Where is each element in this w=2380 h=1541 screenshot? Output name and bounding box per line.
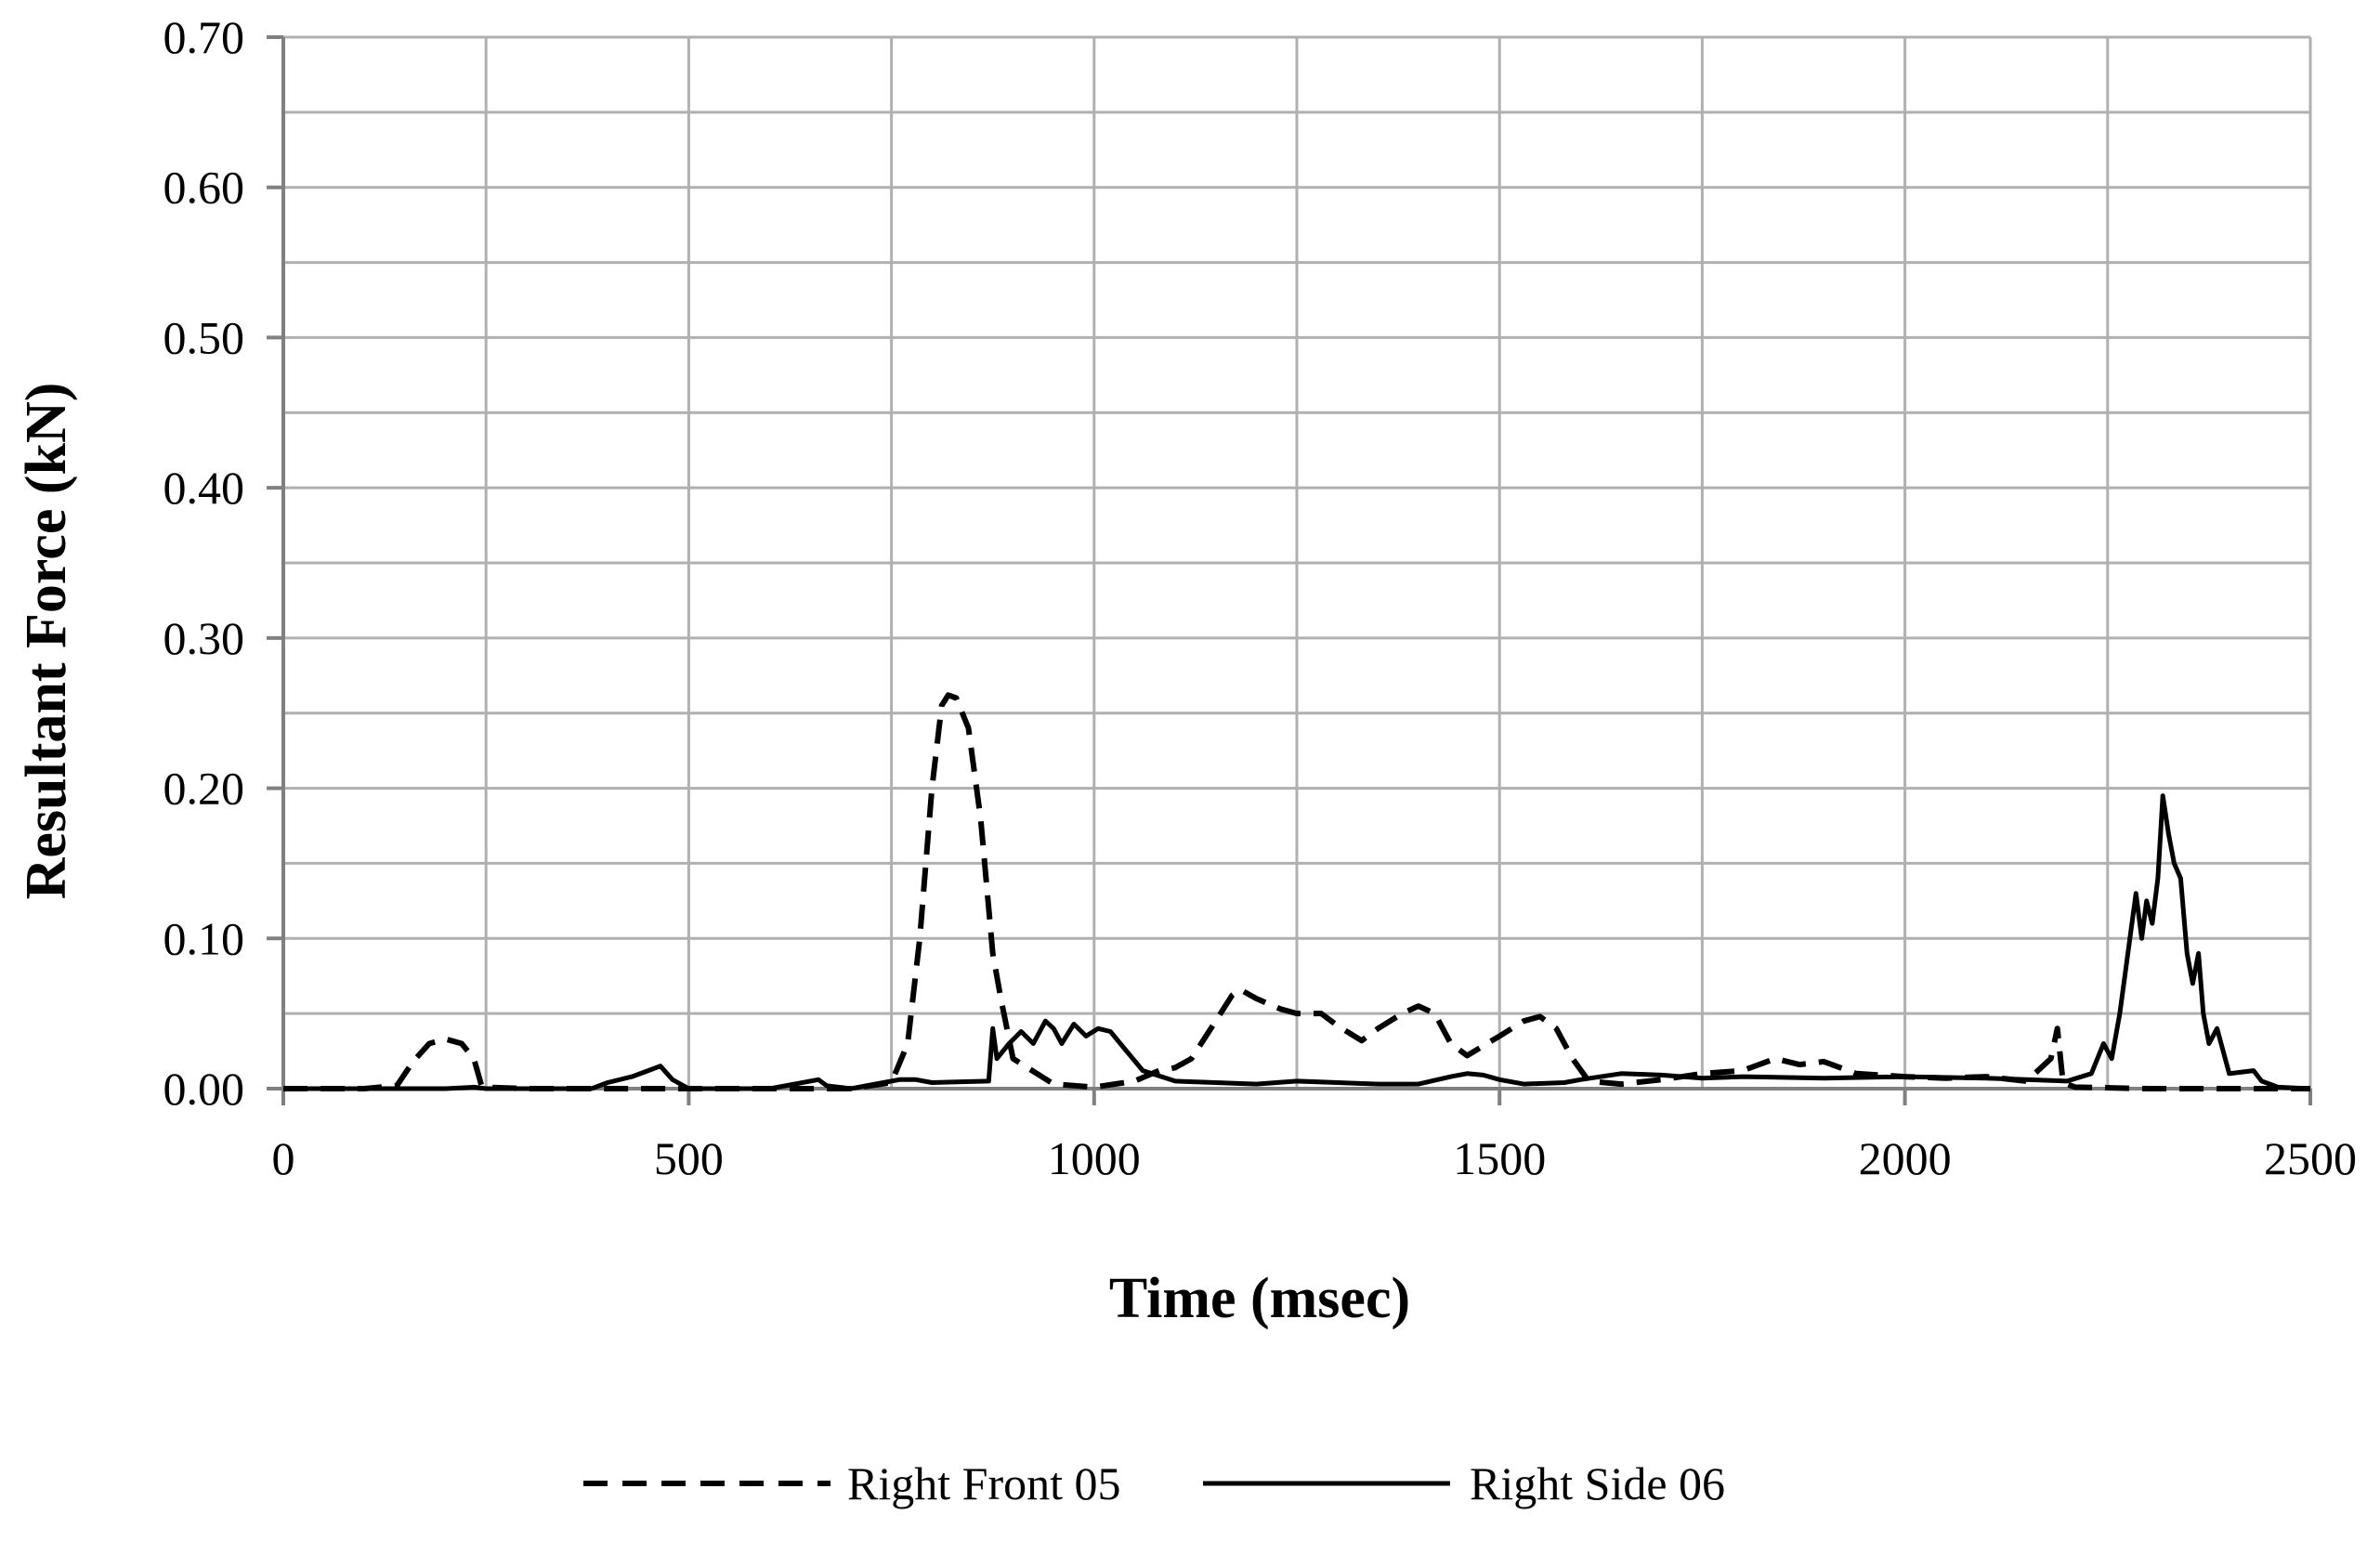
- y-tick-label: 0.50: [163, 311, 245, 363]
- y-tick-label: 0.00: [163, 1063, 245, 1115]
- y-axis-title: Resultant Force (kN): [15, 383, 78, 900]
- legend-label-right-side-06: Right Side 06: [1470, 1457, 1725, 1509]
- series-line-right-side-06: [283, 793, 2311, 1091]
- x-axis-title: Time (msec): [1109, 1267, 1410, 1330]
- y-tick-labels: 0.00 0.10 0.20 0.30 0.40 0.50 0.60 0.70: [163, 11, 283, 1115]
- y-tick-label: 0.70: [163, 11, 245, 63]
- x-tick-labels: 0 500 1000 1500 2000 2500: [272, 1089, 2357, 1184]
- x-tick-label: 1500: [1453, 1132, 1546, 1184]
- y-tick-label: 0.20: [163, 763, 245, 815]
- legend: Right Front 05 Right Side 06: [583, 1457, 1725, 1509]
- x-tick-label: 500: [654, 1132, 724, 1184]
- series-lines: [283, 692, 2311, 1091]
- grid: [281, 35, 2312, 1090]
- y-tick-label: 0.60: [163, 162, 245, 214]
- x-tick-label: 1000: [1048, 1132, 1141, 1184]
- y-tick-label: 0.10: [163, 912, 245, 964]
- x-tick-label: 0: [272, 1132, 295, 1184]
- x-tick-label: 2000: [1859, 1132, 1952, 1184]
- y-tick-label: 0.30: [163, 612, 245, 664]
- y-tick-label: 0.40: [163, 462, 245, 514]
- x-tick-label: 2500: [2264, 1132, 2357, 1184]
- legend-label-right-front-05: Right Front 05: [847, 1457, 1120, 1509]
